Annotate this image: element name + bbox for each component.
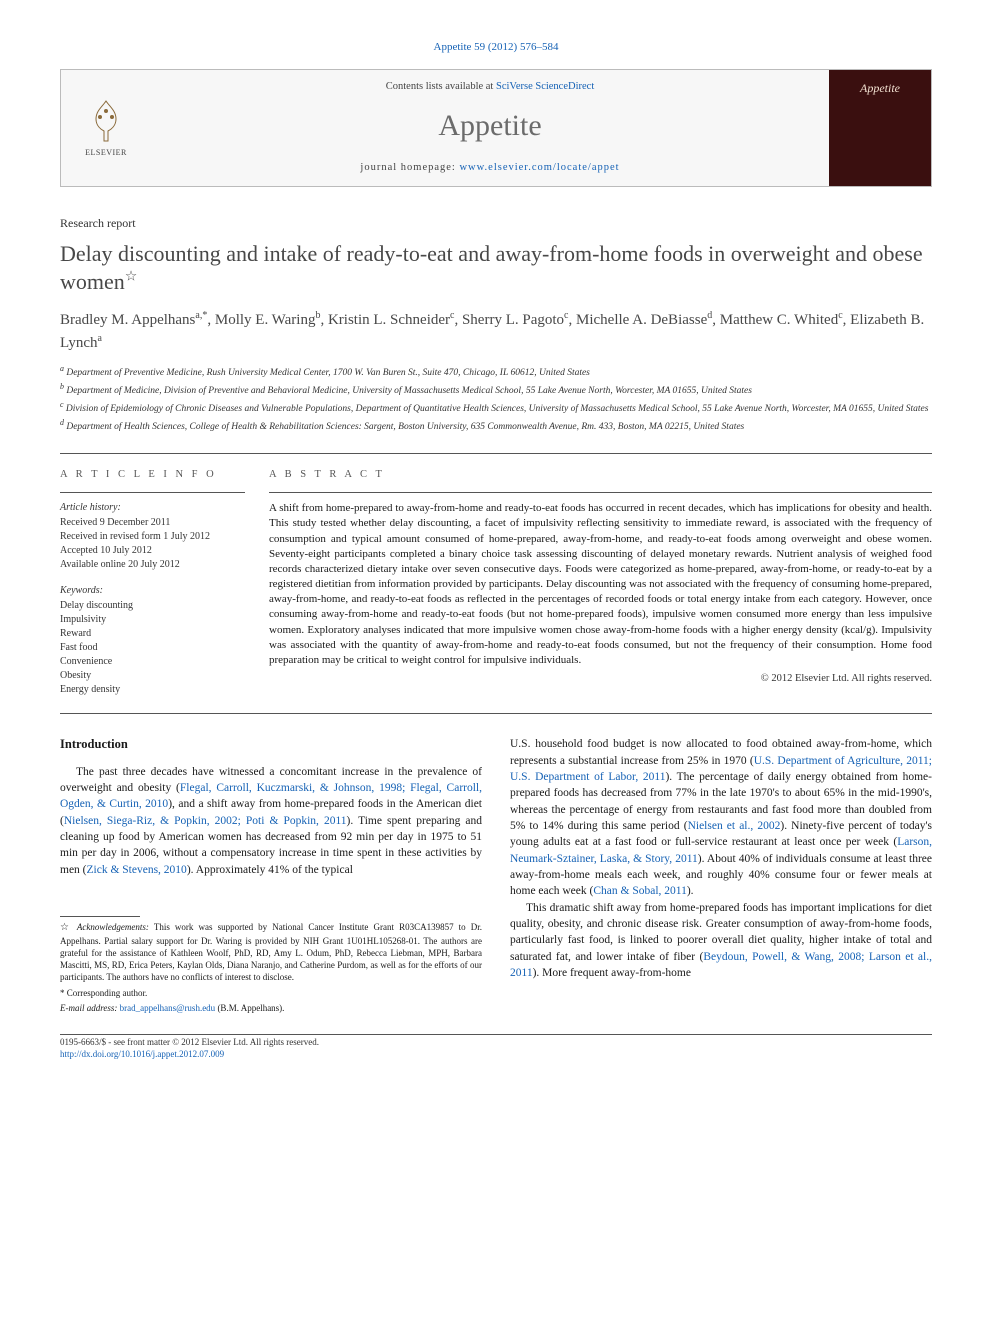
footnote-rule xyxy=(60,916,140,917)
intro-text-left: The past three decades have witnessed a … xyxy=(60,764,482,878)
t: ). Approximately 41% of the typical xyxy=(187,864,353,876)
body-columns: Introduction The past three decades have… xyxy=(60,736,932,1014)
title-footnote-mark: ☆ xyxy=(125,269,138,284)
info-rule xyxy=(60,492,245,493)
top-citation: Appetite 59 (2012) 576–584 xyxy=(60,40,932,55)
ack-label: Acknowledgements: xyxy=(77,922,149,932)
keyword-item: Impulsivity xyxy=(60,613,245,627)
contents-line: Contents lists available at SciVerse Sci… xyxy=(159,80,821,95)
acknowledgements-footnote: ☆ Acknowledgements: This work was suppor… xyxy=(60,921,482,983)
homepage-line: journal homepage: www.elsevier.com/locat… xyxy=(159,161,821,176)
affiliation-item: a Department of Preventive Medicine, Rus… xyxy=(60,363,932,381)
footer-rule xyxy=(60,1034,932,1035)
abstract: A B S T R A C T A shift from home-prepar… xyxy=(269,468,932,698)
article-type: Research report xyxy=(60,215,932,232)
keyword-item: Obesity xyxy=(60,669,245,683)
masthead: ELSEVIER Contents lists available at Sci… xyxy=(60,69,932,186)
citation-ref[interactable]: Nielsen, Siega-Riz, & Popkin, 2002; Poti… xyxy=(64,815,347,827)
doi-link[interactable]: http://dx.doi.org/10.1016/j.appet.2012.0… xyxy=(60,1049,224,1059)
citation-link[interactable]: Appetite 59 (2012) 576–584 xyxy=(434,41,559,53)
email-label: E-mail address: xyxy=(60,1003,120,1013)
abstract-label: A B S T R A C T xyxy=(269,468,932,483)
keyword-item: Energy density xyxy=(60,683,245,697)
history-item: Available online 20 July 2012 xyxy=(60,558,245,572)
issn-line: 0195-6663/$ - see front matter © 2012 El… xyxy=(60,1037,932,1049)
author-email-link[interactable]: brad_appelhans@rush.edu xyxy=(120,1003,216,1013)
publisher-logo-box: ELSEVIER xyxy=(61,70,151,185)
citation-ref[interactable]: Chan & Sobal, 2011 xyxy=(593,885,687,897)
cover-title: Appetite xyxy=(860,80,900,97)
masthead-center: Contents lists available at SciVerse Sci… xyxy=(151,70,829,185)
keyword-item: Fast food xyxy=(60,641,245,655)
affiliation-item: b Department of Medicine, Division of Pr… xyxy=(60,381,932,399)
history-item: Accepted 10 July 2012 xyxy=(60,544,245,558)
t: ). More frequent away-from-home xyxy=(533,967,691,979)
intro-text-right: U.S. household food budget is now alloca… xyxy=(510,736,932,981)
affiliation-item: c Division of Epidemiology of Chronic Di… xyxy=(60,399,932,417)
journal-name: Appetite xyxy=(159,105,821,147)
abstract-copyright: © 2012 Elsevier Ltd. All rights reserved… xyxy=(269,672,932,687)
article-title: Delay discounting and intake of ready-to… xyxy=(60,240,932,296)
affiliations: a Department of Preventive Medicine, Rus… xyxy=(60,363,932,435)
history-list: Received 9 December 2011Received in revi… xyxy=(60,516,245,572)
contents-prefix: Contents lists available at xyxy=(386,81,496,92)
email-suffix: (B.M. Appelhans). xyxy=(215,1003,284,1013)
article-info: A R T I C L E I N F O Article history: R… xyxy=(60,468,245,698)
tree-icon xyxy=(82,97,130,145)
journal-cover-thumb[interactable]: Appetite xyxy=(829,70,931,185)
footer: 0195-6663/$ - see front matter © 2012 El… xyxy=(60,1037,932,1060)
elsevier-logo[interactable]: ELSEVIER xyxy=(74,92,138,164)
publisher-name: ELSEVIER xyxy=(85,147,127,158)
homepage-prefix: journal homepage: xyxy=(360,162,459,173)
title-text: Delay discounting and intake of ready-to… xyxy=(60,241,923,294)
t: ). xyxy=(687,885,694,897)
corresponding-author: * Corresponding author. xyxy=(60,987,482,1000)
keywords-list: Delay discountingImpulsivityRewardFast f… xyxy=(60,599,245,697)
authors: Bradley M. Appelhansa,*, Molly E. Waring… xyxy=(60,308,932,355)
citation-ref[interactable]: Nielsen et al., 2002 xyxy=(688,820,781,832)
keywords-label: Keywords: xyxy=(60,584,245,598)
keyword-item: Delay discounting xyxy=(60,599,245,613)
article-info-label: A R T I C L E I N F O xyxy=(60,468,245,483)
abstract-rule xyxy=(269,492,932,493)
history-item: Received in revised form 1 July 2012 xyxy=(60,530,245,544)
history-label: Article history: xyxy=(60,501,245,515)
email-line: E-mail address: brad_appelhans@rush.edu … xyxy=(60,1002,482,1015)
column-left: Introduction The past three decades have… xyxy=(60,736,482,1014)
homepage-link[interactable]: www.elsevier.com/locate/appet xyxy=(459,162,619,173)
keyword-item: Convenience xyxy=(60,655,245,669)
column-right: U.S. household food budget is now alloca… xyxy=(510,736,932,1014)
keyword-item: Reward xyxy=(60,627,245,641)
intro-heading: Introduction xyxy=(60,736,482,754)
history-item: Received 9 December 2011 xyxy=(60,516,245,530)
citation-ref[interactable]: Zick & Stevens, 2010 xyxy=(87,864,187,876)
abstract-text: A shift from home-prepared to away-from-… xyxy=(269,501,932,668)
affiliation-item: d Department of Health Sciences, College… xyxy=(60,417,932,435)
ack-star: ☆ xyxy=(60,922,72,933)
sciencedirect-link[interactable]: SciVerse ScienceDirect xyxy=(496,81,594,92)
rule-bottom xyxy=(60,713,932,714)
